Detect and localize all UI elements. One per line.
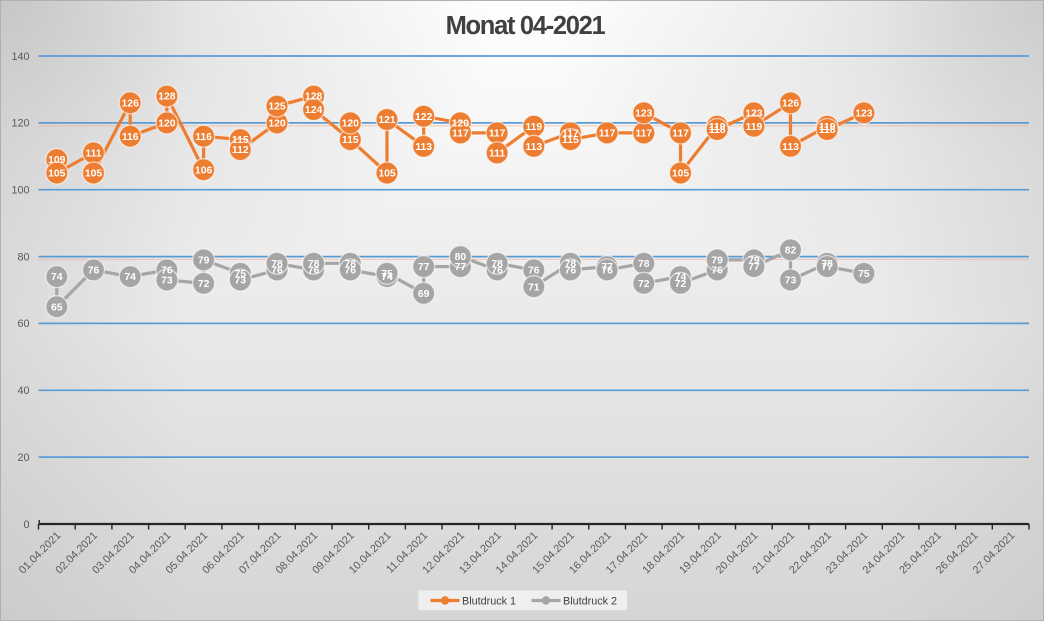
svg-text:120: 120 [268,119,286,130]
svg-text:80: 80 [17,251,29,263]
svg-text:80: 80 [455,252,467,263]
svg-text:105: 105 [378,169,396,180]
svg-text:126: 126 [782,98,800,109]
svg-text:117: 117 [489,129,506,140]
svg-text:74: 74 [51,272,63,283]
svg-text:76: 76 [601,266,613,277]
svg-text:76: 76 [161,266,173,277]
svg-text:73: 73 [235,276,247,287]
svg-text:0: 0 [23,519,29,531]
svg-text:106: 106 [195,165,213,176]
svg-text:109: 109 [48,155,66,166]
svg-text:121: 121 [378,115,396,126]
svg-text:78: 78 [308,259,320,270]
svg-text:Blutdruck 2: Blutdruck 2 [563,595,617,607]
svg-text:76: 76 [345,266,357,277]
svg-text:76: 76 [711,266,723,277]
svg-text:120: 120 [452,119,470,130]
svg-text:78: 78 [271,259,283,270]
svg-text:128: 128 [305,92,323,103]
svg-text:128: 128 [158,92,176,103]
svg-text:105: 105 [85,169,103,180]
svg-text:117: 117 [562,129,579,140]
svg-text:115: 115 [562,135,579,146]
svg-text:115: 115 [342,135,359,146]
svg-text:78: 78 [638,259,650,270]
svg-text:73: 73 [161,276,173,287]
svg-text:117: 117 [599,129,616,140]
svg-text:77: 77 [601,262,613,273]
svg-text:112: 112 [232,145,249,156]
svg-text:119: 119 [819,122,836,133]
svg-text:72: 72 [638,279,650,290]
svg-text:122: 122 [415,112,433,123]
svg-text:124: 124 [305,105,323,116]
svg-text:113: 113 [782,142,799,153]
svg-text:105: 105 [672,169,690,180]
svg-text:78: 78 [345,259,357,270]
svg-text:73: 73 [785,276,797,287]
svg-text:120: 120 [342,119,360,130]
svg-text:119: 119 [709,122,726,133]
svg-text:117: 117 [452,129,469,140]
svg-text:116: 116 [195,132,212,143]
svg-text:111: 111 [489,149,505,160]
svg-text:74: 74 [675,272,687,283]
svg-text:77: 77 [748,262,760,273]
svg-text:69: 69 [418,289,430,300]
svg-text:113: 113 [415,142,432,153]
svg-text:75: 75 [235,269,247,280]
svg-text:105: 105 [48,169,66,180]
svg-text:118: 118 [819,125,836,136]
svg-text:79: 79 [748,256,760,267]
svg-text:77: 77 [455,262,467,273]
svg-text:76: 76 [271,266,283,277]
svg-text:116: 116 [122,132,139,143]
svg-text:75: 75 [381,269,393,280]
svg-text:Blutdruck 1: Blutdruck 1 [462,595,516,607]
svg-text:20: 20 [17,452,29,464]
svg-text:123: 123 [855,108,873,119]
svg-text:118: 118 [709,125,726,136]
svg-text:76: 76 [528,266,540,277]
svg-text:82: 82 [785,246,797,257]
svg-text:79: 79 [711,256,723,267]
svg-text:72: 72 [198,279,210,290]
svg-text:78: 78 [821,259,833,270]
svg-text:140: 140 [11,51,29,63]
svg-text:74: 74 [124,272,136,283]
svg-text:79: 79 [198,256,210,267]
svg-text:65: 65 [51,302,63,313]
svg-text:74: 74 [381,272,393,283]
svg-text:111: 111 [85,149,101,160]
svg-text:75: 75 [858,269,870,280]
svg-text:123: 123 [635,108,653,119]
svg-text:76: 76 [491,266,503,277]
svg-text:119: 119 [525,122,542,133]
svg-text:117: 117 [672,129,689,140]
svg-text:77: 77 [821,262,833,273]
svg-text:125: 125 [268,102,286,113]
svg-text:71: 71 [528,282,540,293]
svg-text:100: 100 [11,185,29,197]
svg-text:76: 76 [308,266,320,277]
svg-text:78: 78 [491,259,503,270]
svg-text:76: 76 [565,266,577,277]
svg-text:115: 115 [232,135,249,146]
svg-text:60: 60 [17,318,29,330]
svg-text:117: 117 [635,129,652,140]
svg-text:119: 119 [746,122,763,133]
svg-text:77: 77 [418,262,430,273]
svg-text:76: 76 [88,266,100,277]
svg-text:113: 113 [525,142,542,153]
svg-text:40: 40 [17,385,29,397]
svg-text:126: 126 [122,98,140,109]
svg-text:120: 120 [158,119,176,130]
svg-text:72: 72 [675,279,687,290]
svg-text:78: 78 [565,259,577,270]
svg-text:Monat 04-2021: Monat 04-2021 [446,12,606,40]
svg-text:123: 123 [745,108,763,119]
svg-text:120: 120 [11,118,29,130]
